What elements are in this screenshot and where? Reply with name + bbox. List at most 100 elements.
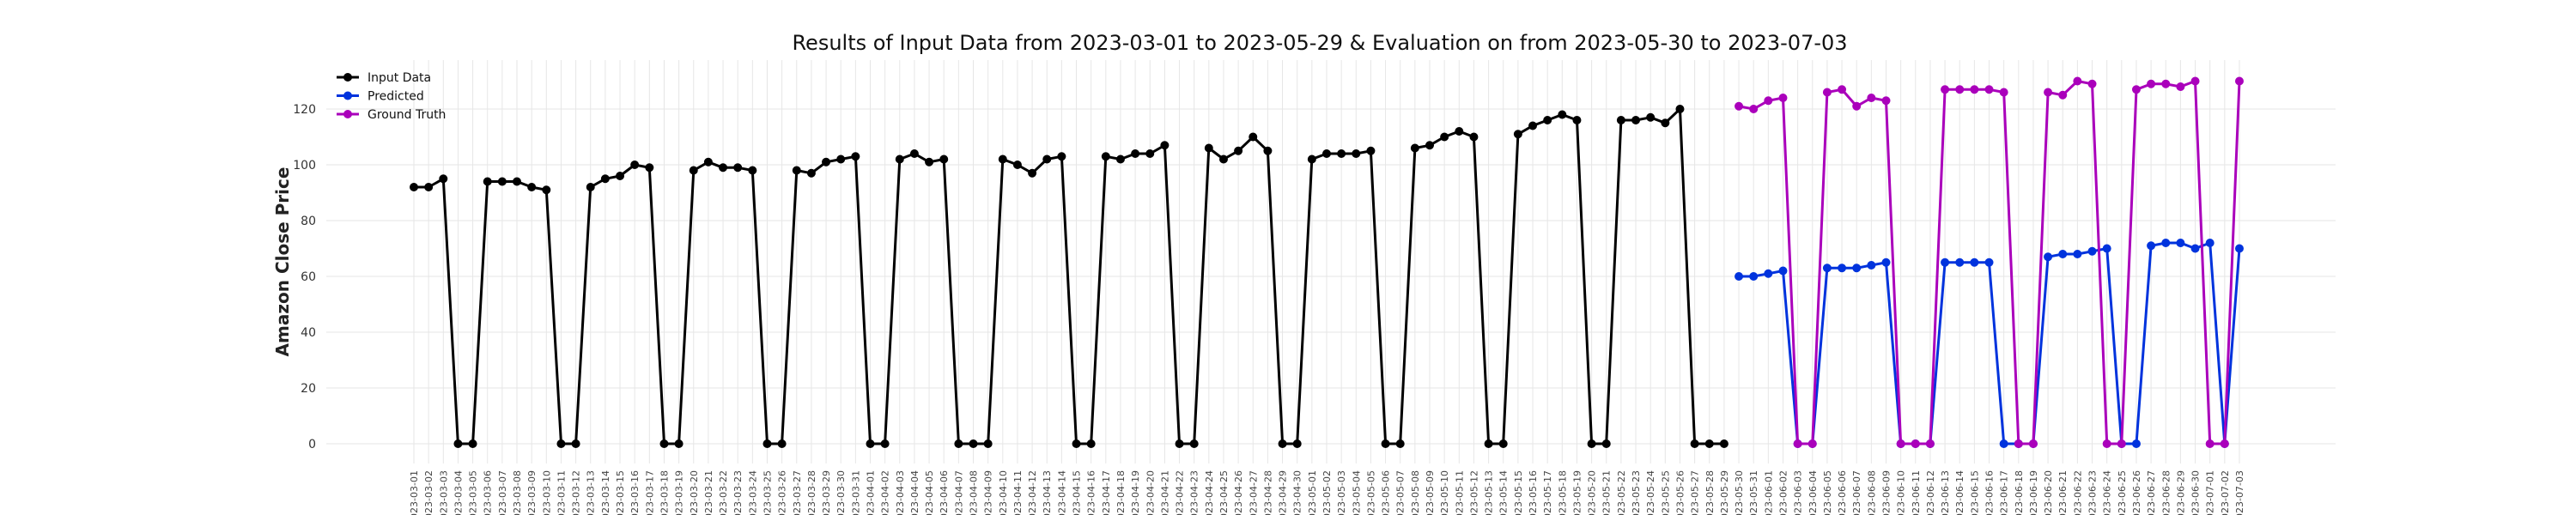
data-point: [999, 155, 1007, 164]
data-point: [2000, 439, 2008, 448]
data-point: [1057, 152, 1066, 161]
y-tick-label: 80: [301, 215, 316, 228]
data-point: [1985, 258, 1994, 267]
data-point: [1941, 258, 1949, 267]
x-tick-label: 2023-04-28: [1262, 470, 1273, 515]
x-tick-label: 2023-03-02: [423, 470, 434, 515]
data-point: [1440, 133, 1449, 142]
data-point: [1028, 169, 1036, 178]
data-point: [2147, 241, 2155, 250]
x-tick-label: 2023-05-28: [1704, 470, 1716, 515]
x-tick-label: 2023-04-06: [939, 470, 950, 515]
data-point: [2103, 245, 2111, 253]
legend-swatch-marker: [343, 73, 352, 82]
x-tick-label: 2023-04-09: [983, 470, 994, 515]
data-point: [513, 178, 521, 186]
x-tick-label: 2023-05-04: [1351, 470, 1362, 515]
data-point: [645, 163, 653, 172]
x-tick-label: 2023-05-24: [1645, 470, 1656, 515]
x-tick-label: 2023-06-10: [1896, 470, 1907, 515]
data-point: [1838, 264, 1846, 272]
data-point: [1102, 152, 1110, 161]
data-point: [954, 439, 963, 448]
x-tick-label: 2023-04-22: [1175, 470, 1186, 515]
data-point: [572, 439, 580, 448]
data-point: [1499, 439, 1508, 448]
x-tick-label: 2023-05-12: [1468, 470, 1479, 515]
x-tick-label: 2023-03-01: [409, 470, 420, 515]
x-tick-label: 2023-03-20: [689, 470, 700, 515]
x-tick-label: 2023-04-07: [953, 470, 964, 515]
data-point: [1455, 127, 1463, 136]
x-tick-label: 2023-04-29: [1278, 470, 1289, 515]
data-point: [1911, 439, 1920, 448]
x-tick-label: 2023-03-19: [674, 470, 685, 515]
data-point: [1823, 88, 1832, 97]
data-point: [2000, 88, 2008, 97]
x-tick-label: 2023-03-30: [835, 470, 847, 515]
data-point: [1646, 113, 1655, 122]
data-point: [2073, 77, 2081, 86]
x-tick-label: 2023-05-22: [1616, 470, 1627, 515]
x-tick-label: 2023-04-04: [909, 470, 920, 515]
data-point: [498, 178, 507, 186]
data-point: [1970, 258, 1978, 267]
x-tick-label: 2023-03-03: [438, 470, 449, 515]
legend-swatch-marker: [343, 110, 352, 118]
data-point: [1425, 141, 1434, 149]
x-tick-label: 2023-05-10: [1439, 470, 1450, 515]
data-point: [1691, 439, 1699, 448]
data-point: [1705, 439, 1714, 448]
x-tick-label: 2023-05-07: [1395, 470, 1406, 515]
data-point: [1631, 116, 1640, 124]
x-tick-label: 2023-03-18: [659, 470, 670, 515]
data-point: [1013, 161, 1022, 169]
x-tick-label: 2023-06-04: [1807, 470, 1819, 515]
x-tick-label: 2023-06-15: [1969, 470, 1980, 515]
y-tick-label: 120: [293, 103, 316, 117]
legend-swatch-marker: [343, 92, 352, 100]
data-point: [1116, 155, 1125, 164]
data-point: [793, 167, 801, 175]
x-axis-ticks: 2023-03-012023-03-022023-03-032023-03-04…: [409, 470, 2245, 515]
x-tick-label: 2023-05-03: [1336, 470, 1347, 515]
x-tick-label: 2023-03-29: [821, 470, 832, 515]
x-tick-label: 2023-06-06: [1837, 470, 1848, 515]
x-tick-label: 2023-04-19: [1130, 470, 1141, 515]
data-point: [675, 439, 683, 448]
x-tick-label: 2023-03-15: [615, 470, 626, 515]
x-tick-label: 2023-03-23: [732, 470, 744, 515]
data-point: [1382, 439, 1390, 448]
data-point: [1985, 85, 1994, 94]
data-point: [1749, 105, 1758, 113]
data-point: [1131, 149, 1139, 158]
x-tick-label: 2023-05-19: [1571, 470, 1583, 515]
x-tick-label: 2023-05-20: [1587, 470, 1598, 515]
data-point: [1249, 133, 1257, 142]
data-point: [1469, 133, 1478, 142]
data-point: [1897, 439, 1905, 448]
data-point: [2088, 80, 2097, 88]
data-point: [2029, 439, 2038, 448]
x-tick-label: 2023-06-20: [2043, 470, 2054, 515]
x-tick-label: 2023-04-05: [924, 470, 935, 515]
x-tick-label: 2023-04-10: [998, 470, 1009, 515]
x-tick-label: 2023-06-08: [1866, 470, 1877, 515]
x-tick-label: 2023-06-03: [1793, 470, 1804, 515]
x-tick-label: 2023-03-08: [512, 470, 523, 515]
data-point: [1279, 439, 1287, 448]
x-tick-label: 2023-04-14: [1056, 470, 1067, 515]
data-point: [1558, 111, 1566, 119]
data-point: [1352, 149, 1360, 158]
x-tick-label: 2023-06-11: [1911, 470, 1922, 515]
x-tick-label: 2023-05-09: [1425, 470, 1436, 515]
x-tick-label: 2023-04-01: [865, 470, 876, 515]
x-tick-label: 2023-05-25: [1660, 470, 1671, 515]
x-tick-label: 2023-05-13: [1484, 470, 1495, 515]
data-point: [1366, 147, 1375, 155]
x-tick-label: 2023-04-27: [1248, 470, 1259, 515]
data-point: [630, 161, 639, 169]
y-axis-label: Amazon Close Price: [272, 167, 293, 357]
x-tick-label: 2023-03-09: [526, 470, 538, 515]
